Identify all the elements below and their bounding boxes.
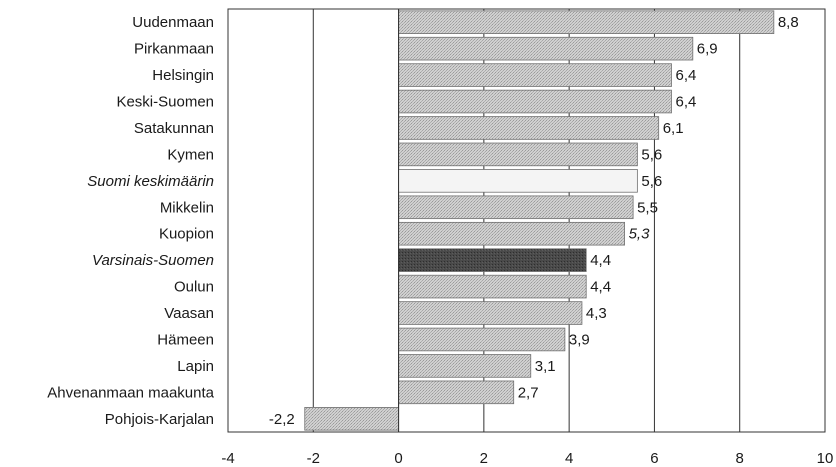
bar xyxy=(398,36,694,61)
category-label: Kuopion xyxy=(159,226,214,243)
value-label: -2,2 xyxy=(269,411,295,428)
value-label: 6,4 xyxy=(675,94,696,111)
bars xyxy=(304,10,775,431)
value-label: 5,6 xyxy=(641,146,662,163)
category-labels: Uudenmaan Pirkanmaan Helsingin Keski-Suomen… xyxy=(47,14,214,428)
category-label: Oulun xyxy=(174,279,214,296)
value-label: 4,3 xyxy=(586,305,607,322)
category-label: Keski-Suomen xyxy=(116,94,214,111)
bar xyxy=(398,142,638,167)
bar xyxy=(398,327,566,352)
bar xyxy=(398,380,515,405)
category-label: Kymen xyxy=(167,146,214,163)
value-label: 6,1 xyxy=(663,120,684,137)
category-label: Ahvenanmaan maakunta xyxy=(47,384,214,401)
value-label: 6,9 xyxy=(697,41,718,58)
bar xyxy=(398,195,634,220)
value-labels: 8,86,96,46,46,15,65,65,55,34,44,44,33,93… xyxy=(269,14,799,428)
category-label: Pirkanmaan xyxy=(134,41,214,58)
x-tick-label: 4 xyxy=(565,450,573,467)
bar xyxy=(304,407,399,431)
x-tick-label: -4 xyxy=(221,450,234,467)
x-tick-label: 2 xyxy=(480,450,488,467)
value-label: 3,1 xyxy=(535,358,556,375)
value-label: 6,4 xyxy=(675,67,696,84)
value-label: 5,5 xyxy=(637,199,658,216)
bar xyxy=(398,274,587,299)
bar xyxy=(398,63,672,87)
value-label: 5,6 xyxy=(641,173,662,190)
value-label: 3,9 xyxy=(569,331,590,348)
bar xyxy=(398,10,775,34)
category-label: Suomi keskimäärin xyxy=(87,173,214,190)
x-tick-label: -2 xyxy=(307,450,320,467)
x-tick-label: 8 xyxy=(736,450,744,467)
value-label: 4,4 xyxy=(590,252,611,269)
category-label: Varsinais-Suomen xyxy=(92,252,214,269)
category-label: Mikkelin xyxy=(160,199,214,216)
category-label: Satakunnan xyxy=(134,120,214,137)
x-tick-label: 10 xyxy=(817,450,834,467)
category-label: Lapin xyxy=(177,358,214,375)
x-axis-ticks: -4 -2 0 2 4 6 8 10 xyxy=(221,450,833,467)
value-label: 8,8 xyxy=(778,14,799,31)
bar xyxy=(398,248,587,272)
value-label: 4,4 xyxy=(590,279,611,296)
x-tick-label: 0 xyxy=(394,450,402,467)
bar xyxy=(398,89,672,114)
value-label: 2,7 xyxy=(518,384,539,401)
category-label: Hämeen xyxy=(157,331,214,348)
value-label: 5,3 xyxy=(629,226,651,243)
bar xyxy=(398,354,532,378)
bar xyxy=(398,301,583,325)
bar xyxy=(398,169,638,193)
category-label: Pohjois-Karjalan xyxy=(105,411,214,428)
bar xyxy=(398,116,660,140)
category-label: Vaasan xyxy=(164,305,214,322)
bar xyxy=(398,221,625,246)
category-label: Helsingin xyxy=(152,67,214,84)
x-tick-label: 6 xyxy=(650,450,658,467)
category-label: Uudenmaan xyxy=(132,14,214,31)
